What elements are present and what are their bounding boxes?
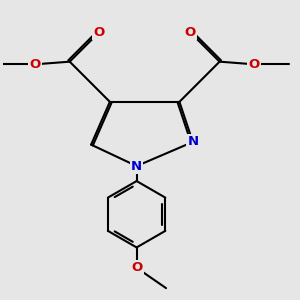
Text: O: O [249,58,260,71]
Text: O: O [131,261,142,274]
Text: O: O [29,58,40,71]
Text: N: N [187,136,198,148]
Text: O: O [184,26,196,39]
Text: N: N [131,160,142,172]
Text: O: O [94,26,105,39]
